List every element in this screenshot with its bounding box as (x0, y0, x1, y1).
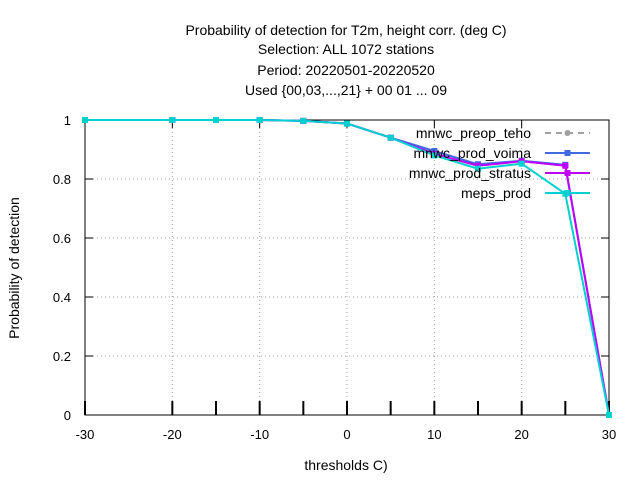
legend-label: mnwc_preop_teho (416, 125, 531, 141)
data-point (169, 117, 175, 123)
data-point (606, 412, 612, 418)
y-tick-label: 0.8 (53, 172, 71, 187)
data-point (562, 163, 568, 169)
data-point (82, 117, 88, 123)
legend-label: mnwc_prod_voima (414, 145, 532, 161)
x-tick-label: -10 (250, 427, 269, 442)
legend-item: mnwc_prod_voima (414, 145, 591, 161)
data-point (388, 135, 394, 141)
y-tick-label: 0 (64, 408, 71, 423)
title-line-2: Selection: ALL 1072 stations (258, 41, 434, 57)
legend-label: meps_prod (461, 185, 531, 201)
x-tick-label: -30 (76, 427, 95, 442)
legend-item: mnwc_preop_teho (416, 125, 590, 141)
x-tick-label: 0 (343, 427, 350, 442)
x-tick-label: 10 (427, 427, 441, 442)
data-point (213, 117, 219, 123)
title-line-3: Period: 20220501-20220520 (257, 62, 435, 78)
legend-marker (565, 190, 571, 196)
y-axis-label: Probability of detection (6, 197, 22, 339)
y-tick-label: 1 (64, 113, 71, 128)
y-tick-label: 0.6 (53, 231, 71, 246)
title-line-1: Probability of detection for T2m, height… (185, 22, 506, 38)
x-tick-label: -20 (163, 427, 182, 442)
title-line-4: Used {00,03,...,21} + 00 01 ... 09 (245, 82, 447, 98)
legend-marker (565, 170, 571, 176)
chart-title: Probability of detection for T2m, height… (185, 22, 506, 98)
data-point (300, 118, 306, 124)
x-tick-label: 30 (602, 427, 616, 442)
x-tick-label: 20 (514, 427, 528, 442)
y-tick-labels: 0 0.2 0.4 0.6 0.8 1 (53, 113, 71, 423)
legend-marker (565, 150, 571, 156)
data-point (257, 117, 263, 123)
x-axis-label: thresholds C) (304, 457, 387, 473)
y-tick-label: 0.2 (53, 349, 71, 364)
data-point (344, 121, 350, 127)
legend-label: mnwc_prod_stratus (409, 165, 531, 181)
y-tick-label: 0.4 (53, 290, 71, 305)
x-tick-labels: -30 -20 -10 0 10 20 30 (76, 427, 617, 442)
legend-marker (565, 130, 571, 136)
